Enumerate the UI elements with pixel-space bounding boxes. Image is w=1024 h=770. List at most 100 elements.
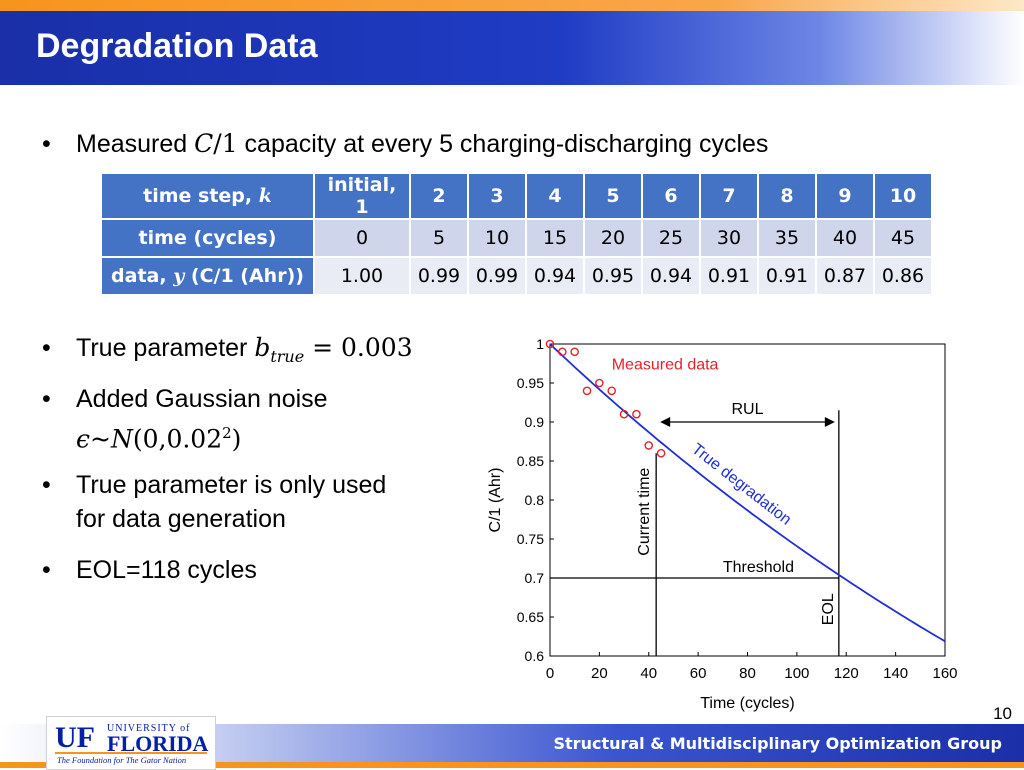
table-cell: 5 bbox=[585, 174, 641, 218]
table-cell: 45 bbox=[875, 220, 931, 256]
table-cell: 0.91 bbox=[701, 258, 757, 294]
table-cell: 20 bbox=[585, 220, 641, 256]
table-cell: 2 bbox=[411, 174, 467, 218]
page-number: 10 bbox=[993, 704, 1012, 723]
table-cell: 15 bbox=[527, 220, 583, 256]
measured-point bbox=[632, 409, 641, 419]
math-c: C bbox=[194, 129, 214, 158]
y-tick-label: 0.6 bbox=[525, 648, 545, 664]
x-tick-label: 60 bbox=[690, 665, 707, 682]
table-cell: 0 bbox=[315, 220, 409, 256]
bullet-true-parameter: • True parameter btrue = 0.003 bbox=[42, 333, 413, 366]
bullet-dot: • bbox=[42, 385, 51, 413]
table-cell: 35 bbox=[759, 220, 815, 256]
row-label-data: data, y (C/1 (Ahr)) bbox=[102, 258, 313, 294]
top-accent-bar bbox=[0, 0, 1024, 11]
table-cell: 8 bbox=[759, 174, 815, 218]
table-cell: 0.94 bbox=[643, 258, 699, 294]
table-cell: 4 bbox=[527, 174, 583, 218]
measured-data-label: Measured data bbox=[612, 357, 719, 374]
rul-arrow-head-right bbox=[824, 417, 835, 427]
bullet-dot: • bbox=[42, 471, 51, 499]
x-axis-label: Time (cycles) bbox=[700, 695, 795, 712]
table-cell: 40 bbox=[817, 220, 873, 256]
y-tick-label: 0.7 bbox=[525, 570, 545, 586]
table-cell: 10 bbox=[469, 220, 525, 256]
table-cell: 0.95 bbox=[585, 258, 641, 294]
table-cell: 25 bbox=[643, 220, 699, 256]
table-cell: 0.99 bbox=[469, 258, 525, 294]
logo-uf: UF bbox=[55, 721, 95, 754]
math-slash-one: /1 bbox=[213, 129, 238, 158]
x-tick-label: 140 bbox=[883, 665, 908, 682]
y-tick-label: 0.85 bbox=[517, 453, 544, 469]
rul-arrow-head-left bbox=[660, 417, 671, 427]
table-cell: 0.94 bbox=[527, 258, 583, 294]
measured-point bbox=[644, 441, 654, 450]
title-bar: Degradation Data bbox=[0, 11, 1024, 85]
footer-accent-bar bbox=[0, 762, 1024, 768]
table-cell: 5 bbox=[411, 220, 467, 256]
x-tick-label: 0 bbox=[546, 665, 554, 682]
bullet-text: Measured bbox=[76, 130, 195, 158]
table-cell: 0.99 bbox=[411, 258, 467, 294]
true-degradation-label: True degradation bbox=[688, 441, 794, 529]
table-cell: 7 bbox=[701, 174, 757, 218]
bullet-data-generation: • True parameter is only used for data g… bbox=[42, 468, 386, 536]
x-tick-label: 20 bbox=[591, 665, 608, 682]
table-cell: 6 bbox=[643, 174, 699, 218]
slide-title: Degradation Data bbox=[36, 27, 318, 65]
true-degradation-curve bbox=[549, 343, 946, 643]
bullet-eol: • EOL=118 cycles bbox=[42, 553, 257, 587]
table-cell: 1.00 bbox=[315, 258, 409, 294]
logo-florida: FLORIDA bbox=[107, 731, 209, 756]
y-tick-label: 0.8 bbox=[525, 492, 545, 508]
bullet-dot: • bbox=[42, 334, 51, 362]
measured-point bbox=[595, 378, 604, 388]
table-cell: 0.86 bbox=[875, 258, 931, 294]
measured-point bbox=[558, 347, 567, 357]
row-label-time-step: time step, k bbox=[102, 174, 313, 218]
math-b: b bbox=[254, 333, 271, 362]
bullet-dot: • bbox=[42, 556, 51, 584]
bullet-dot: • bbox=[42, 130, 51, 158]
footer-group-name: Structural & Multidisciplinary Optimizat… bbox=[553, 734, 1003, 753]
y-tick-label: 0.9 bbox=[525, 414, 545, 430]
table-cell: 3 bbox=[469, 174, 525, 218]
bullet-gaussian-noise: • Added Gaussian noise ϵ~N(0,0.022) bbox=[42, 382, 328, 456]
table-cell: 30 bbox=[701, 220, 757, 256]
y-tick-label: 1 bbox=[536, 336, 544, 352]
measured-point bbox=[607, 386, 617, 396]
measured-point bbox=[570, 347, 579, 357]
bullet-measured: • Measured C/1 capacity at every 5 charg… bbox=[42, 127, 768, 161]
x-tick-label: 40 bbox=[640, 665, 657, 682]
y-tick-label: 0.65 bbox=[517, 609, 544, 625]
eol-label: EOL bbox=[820, 593, 837, 625]
x-tick-label: 100 bbox=[784, 665, 809, 682]
degradation-table: time step, k initial, 1 2 3 4 5 6 7 8 9 … bbox=[100, 172, 933, 296]
logo-divider bbox=[55, 752, 207, 754]
logo-tagline: The Foundation for The Gator Nation bbox=[57, 755, 187, 765]
table-cell: 0.91 bbox=[759, 258, 815, 294]
threshold-label: Threshold bbox=[723, 559, 794, 576]
table-cell: initial, 1 bbox=[315, 174, 409, 218]
rul-label: RUL bbox=[731, 401, 763, 418]
row-label-time-cycles: time (cycles) bbox=[102, 220, 313, 256]
current-time-label: Current time bbox=[636, 468, 653, 556]
table-cell: 0.87 bbox=[817, 258, 873, 294]
x-tick-label: 160 bbox=[932, 665, 957, 682]
measured-point bbox=[545, 339, 555, 349]
y-axis-label: C/1 (Ahr) bbox=[487, 468, 504, 533]
degradation-chart: 0 20 40 60 80 100 120 140 160 0.6 0.65 0.7 0.75 0.8 0.… bbox=[487, 336, 958, 712]
logo-university-of: UNIVERSITY of bbox=[107, 723, 191, 734]
y-tick-label: 0.75 bbox=[517, 531, 544, 547]
x-tick-label: 80 bbox=[739, 665, 756, 682]
y-tick-label: 0.95 bbox=[517, 375, 544, 391]
table-cell: 9 bbox=[817, 174, 873, 218]
table-cell: 10 bbox=[875, 174, 931, 218]
uf-logo: UF UNIVERSITY of FLORIDA The Foundation … bbox=[46, 716, 216, 770]
measured-point bbox=[619, 409, 629, 419]
measured-point bbox=[582, 386, 592, 396]
x-tick-label: 120 bbox=[834, 665, 859, 682]
measured-point bbox=[656, 448, 666, 458]
